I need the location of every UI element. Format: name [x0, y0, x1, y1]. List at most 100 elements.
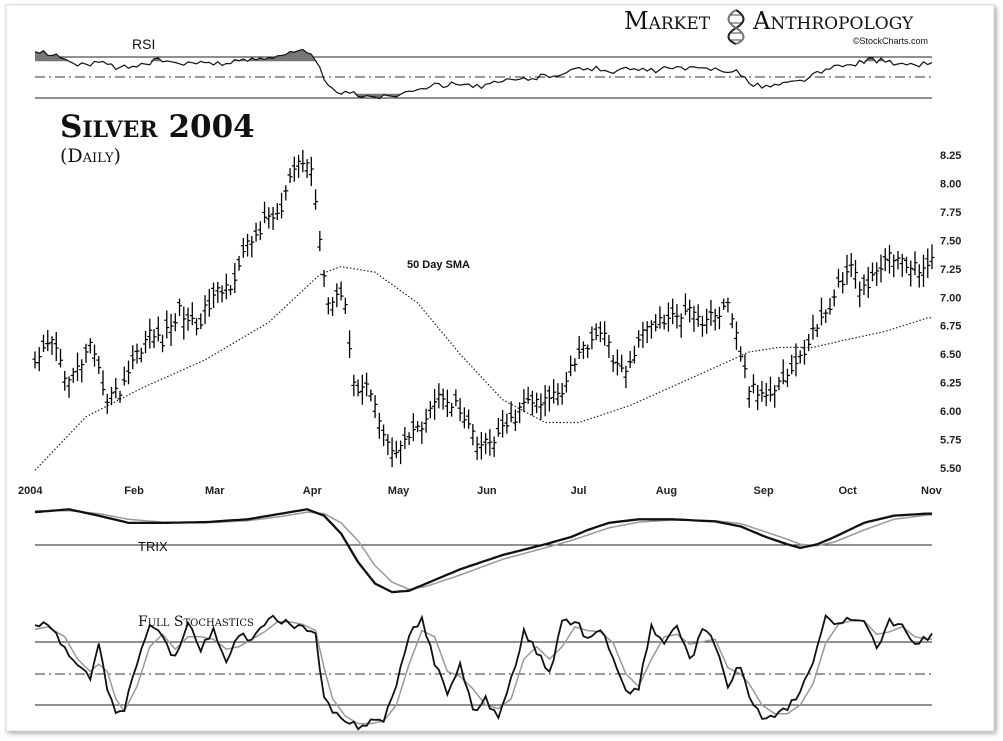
x-tick-label: Aug	[656, 485, 677, 497]
ohlc-bar	[725, 297, 731, 313]
ohlc-bar	[563, 371, 569, 393]
ohlc-bar	[789, 354, 795, 375]
ohlc-bar	[36, 346, 42, 372]
ohlc-bar	[674, 304, 680, 329]
ohlc-bar	[177, 298, 183, 316]
ohlc-bar	[109, 386, 115, 406]
ohlc-bar	[189, 302, 195, 326]
stoch-k-line	[34, 613, 933, 731]
ohlc-bar	[869, 262, 875, 282]
ohlc-bar	[347, 330, 353, 359]
ohlc-bar	[648, 320, 654, 339]
ohlc-bar	[610, 355, 616, 372]
ohlc-bar	[143, 330, 149, 354]
y-tick-label: 6.50	[940, 349, 961, 361]
ohlc-bar	[283, 185, 289, 201]
ohlc-bar	[92, 344, 98, 367]
ohlc-bar	[784, 368, 790, 387]
ohlc-bar	[614, 349, 620, 376]
ohlc-bar	[49, 336, 55, 356]
ohlc-bar	[687, 299, 693, 323]
ohlc-bar	[453, 389, 459, 407]
ohlc-bar	[359, 374, 365, 405]
y-tick-label: 5.75	[940, 435, 961, 447]
sma-label: 50 Day SMA	[407, 259, 470, 271]
ohlc-bar	[232, 262, 238, 293]
y-tick-label: 5.50	[940, 463, 961, 475]
ohlc-bar	[534, 392, 540, 414]
ohlc-bar	[202, 295, 208, 325]
ohlc-bar	[776, 376, 782, 391]
ohlc-bar	[678, 313, 684, 338]
ohlc-bar	[126, 360, 132, 385]
ohlc-bar	[223, 273, 229, 300]
ohlc-bar	[364, 372, 370, 397]
y-tick-label: 7.00	[940, 292, 961, 304]
y-tick-label: 8.25	[940, 150, 961, 162]
brand-word-anthropology: Anthropology	[752, 7, 914, 35]
ohlc-bar	[83, 343, 89, 363]
trix-line	[34, 508, 932, 594]
ohlc-bar	[899, 253, 905, 277]
ohlc-bar	[908, 260, 914, 287]
ohlc-bar	[491, 436, 497, 457]
ohlc-bar	[478, 431, 484, 460]
ohlc-bar	[483, 432, 489, 455]
ohlc-bar	[194, 317, 200, 336]
ohlc-bar	[512, 409, 518, 432]
ohlc-bar	[780, 359, 786, 385]
ohlc-bar	[338, 281, 344, 301]
y-tick-label: 7.25	[940, 264, 961, 276]
ohlc-bar	[912, 251, 918, 276]
ohlc-bar	[164, 310, 170, 339]
ohlc-bar	[381, 424, 387, 447]
ohlc-bar	[627, 351, 633, 369]
ohlc-bar	[211, 282, 217, 309]
ohlc-bar	[572, 358, 578, 372]
ohlc-bar	[300, 149, 306, 173]
trix-label: TRIX	[138, 539, 168, 554]
ohlc-bar	[274, 203, 280, 221]
x-tick-label: Sep	[754, 485, 774, 497]
x-tick-label: Jun	[477, 485, 497, 497]
ohlc-bar	[402, 427, 408, 449]
ohlc-bar	[818, 297, 824, 326]
ohlc-bar	[865, 266, 871, 298]
ohlc-bar	[895, 251, 901, 270]
ohlc-bar	[415, 421, 421, 433]
ohlc-bar	[147, 318, 153, 349]
ohlc-bar	[606, 334, 612, 358]
ohlc-bar	[517, 402, 523, 424]
ohlc-bar	[801, 339, 807, 365]
ohlc-bar	[844, 254, 850, 285]
ohlc-bar	[631, 345, 637, 364]
trix-panel: TRIX	[34, 508, 932, 594]
ohlc-bar	[45, 330, 51, 352]
ohlc-bar	[827, 297, 833, 315]
ohlc-bar	[810, 314, 816, 340]
ohlc-bar	[266, 207, 272, 229]
ohlc-bar	[228, 285, 234, 296]
stochastics-label: Full Stochastics	[138, 614, 254, 630]
ohlc-bar	[874, 262, 880, 286]
ohlc-bar	[691, 305, 697, 332]
ohlc-bar	[661, 314, 667, 330]
ohlc-bar	[670, 298, 676, 325]
ohlc-bar	[916, 264, 922, 288]
ohlc-bar	[529, 390, 535, 416]
ohlc-bar	[270, 206, 276, 230]
ohlc-bar	[151, 329, 157, 349]
ohlc-bar	[317, 230, 323, 252]
ohlc-bar	[457, 398, 463, 422]
y-tick-label: 6.00	[940, 406, 961, 418]
ohlc-bar	[113, 378, 119, 399]
ohlc-bar	[419, 421, 425, 444]
ohlc-bar	[427, 401, 433, 419]
ohlc-bar	[504, 413, 510, 434]
ohlc-bar	[733, 321, 739, 350]
ohlc-bar	[772, 385, 778, 408]
chart-frame	[5, 4, 995, 732]
ohlc-bar	[104, 393, 110, 414]
ohlc-bar	[410, 413, 416, 442]
ohlc-bar	[759, 380, 765, 402]
